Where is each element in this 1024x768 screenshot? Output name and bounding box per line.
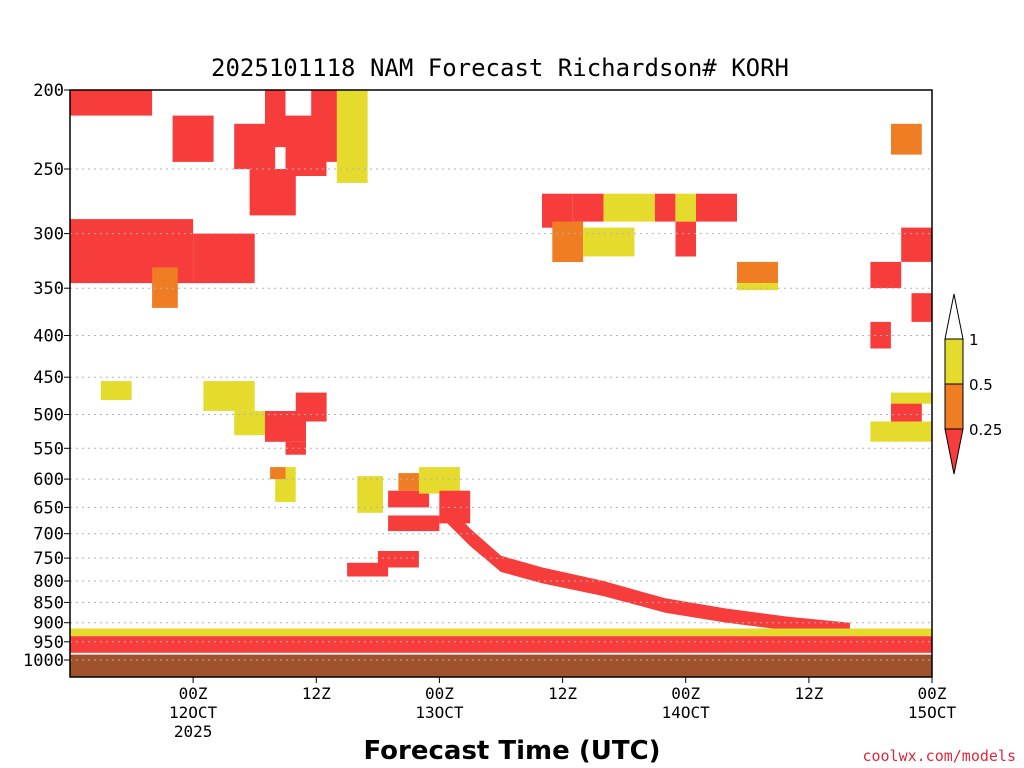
y-tick-label: 300 [33,225,64,245]
colorbar-under-triangle [944,428,964,475]
colorbar-bin [944,383,964,430]
y-axis: 200 250 300 350 400 450 500 550 600 650 700 750 8008… [23,81,70,671]
ri-region-yellow [203,381,255,411]
ri-region-red [388,515,440,532]
x-tick-label: 14OCT [662,703,711,722]
ri-region-yellow [336,90,368,183]
colorbar-label: 1 [969,331,979,349]
ri-region-red [911,293,932,322]
ri-region-yellow [100,381,132,400]
ri-region-red [572,193,604,222]
y-tick-label: 950 [33,633,64,653]
x-tick-label: 12OCT [169,703,218,722]
y-tick-label: 550 [33,439,64,459]
x-tick-label: 2025 [174,722,213,741]
x-axis-label: Forecast Time (UTC) [363,736,660,766]
ri-region-red [675,221,696,257]
x-tick-label: 12Z [302,684,331,703]
ri-region-orange [552,221,584,262]
colorbar-label: 0.5 [969,376,993,394]
ri-region-red [285,441,306,455]
ri-region-yellow [675,193,696,222]
y-tick-label: 250 [33,160,64,180]
ri-region-yellow [870,421,932,442]
ri-region-yellow [418,467,460,494]
ri-region-yellow [234,411,265,436]
x-tick-label: 12Z [548,684,577,703]
y-tick-label: 1000 [23,651,64,671]
ri-region-orange [891,123,922,155]
ri-region-yellow [737,283,778,291]
colorbar-bin [944,338,964,385]
ri-region-red [193,233,255,284]
credit-link[interactable]: coolwx.com/models [862,747,1016,765]
surface [70,654,932,677]
x-tick-label: 12Z [794,684,823,703]
y-tick-label: 900 [33,614,64,634]
y-tick-label: 700 [33,525,64,545]
ri-region-red [172,115,214,162]
ri-region-red [654,193,676,222]
ri-region-red [696,193,737,222]
y-tick-label: 800 [33,572,64,592]
x-tick-label: 15OCT [908,703,957,722]
chart-title: 2025101118 NAM Forecast Richardson# KORH [211,54,789,82]
y-tick-label: 650 [33,498,64,518]
ri-region-red [295,392,327,422]
ri-region-yellow [603,193,655,222]
y-tick-label: 500 [33,406,64,426]
y-tick-label: 200 [33,81,64,101]
y-tick-label: 400 [33,327,64,347]
ri-region-orange [270,467,286,480]
descending-red-band [439,496,850,637]
low-level-red [70,636,932,653]
x-tick-label: 00Z [425,684,454,703]
ri-region-yellow [583,227,635,257]
x-tick-label: 00Z [179,684,208,703]
ri-region-yellow [357,476,383,513]
colorbar-label: 0.25 [969,421,1002,439]
y-tick-label: 600 [33,470,64,490]
ri-region-red [70,90,153,116]
ri-region-orange [737,261,778,284]
x-tick-label: 00Z [918,684,947,703]
x-tick-label: 00Z [671,684,700,703]
ri-region-red [249,169,296,216]
ri-region-red [870,261,902,289]
y-tick-label: 350 [33,279,64,299]
colorbar-legend: 0.25 0.5 1 [944,293,1002,475]
ri-region-red [265,90,286,148]
ri-region-red [891,400,922,422]
ri-region-red [347,562,389,577]
x-tick-label: 13OCT [415,703,464,722]
colorbar-over-triangle [944,293,964,340]
y-tick-label: 850 [33,593,64,613]
ri-region-yellow [891,392,932,404]
y-tick-label: 750 [33,549,64,569]
ri-region-red [377,551,419,568]
plot-frame [69,89,933,678]
ri-region-orange [152,267,178,308]
ri-region-red [901,227,932,262]
plot-area [70,90,932,677]
ri-region-red [388,490,430,508]
low-level-yellow [70,628,932,637]
y-tick-label: 450 [33,368,64,388]
